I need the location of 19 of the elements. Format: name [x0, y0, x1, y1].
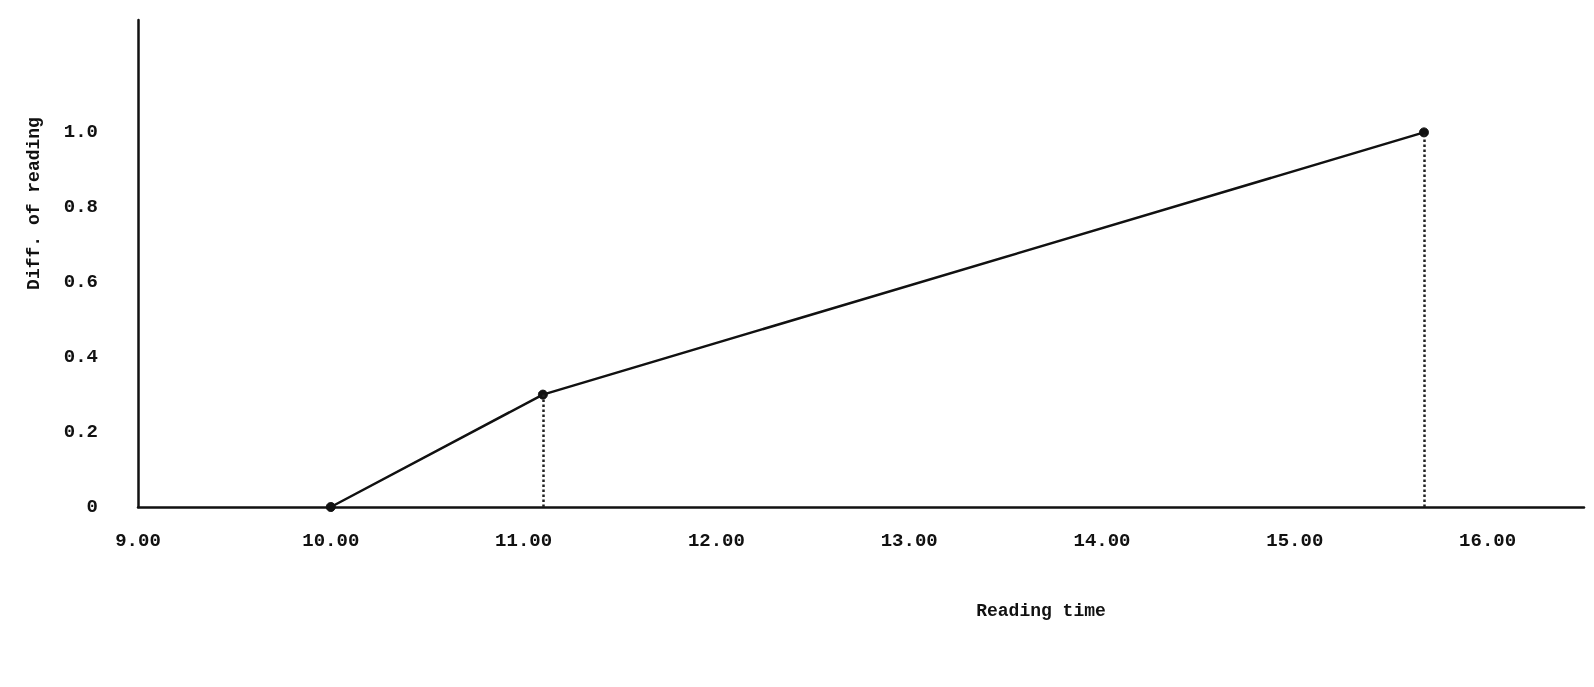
x-tick-label: 13.00 — [880, 529, 938, 552]
y-tick-label: 1.0 — [63, 121, 98, 144]
y-tick-label: 0.2 — [63, 421, 98, 444]
y-axis-title: Diff. of reading — [24, 117, 44, 290]
x-tick-label: 14.00 — [1073, 529, 1131, 552]
y-tick-label: 0 — [86, 496, 98, 518]
point — [1418, 127, 1429, 138]
x-tick-label: 9.00 — [115, 529, 161, 552]
x-tick-label: 16.00 — [1459, 529, 1517, 552]
y-tick-label: 0.6 — [63, 271, 98, 294]
y-tick-label: 0.4 — [63, 346, 98, 369]
x-tick-label: 10.00 — [302, 529, 360, 552]
x-axis-title: Reading time — [976, 601, 1106, 621]
x-tick-label: 12.00 — [687, 529, 745, 552]
y-tick-label: 0.8 — [63, 196, 98, 219]
x-tick-label: 11.00 — [495, 529, 553, 552]
x-tick-label: 15.00 — [1266, 529, 1324, 552]
point — [325, 502, 336, 512]
point — [537, 389, 548, 400]
